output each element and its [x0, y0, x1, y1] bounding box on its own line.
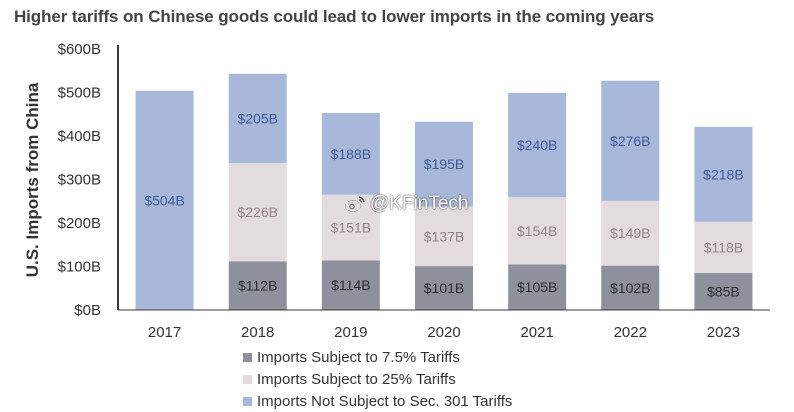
bar-segment	[508, 264, 567, 310]
legend-label-not-subject: Imports Not Subject to Sec. 301 Tariffs	[257, 392, 513, 410]
data-label: $112B	[238, 278, 277, 294]
data-label: $188B	[331, 146, 371, 162]
legend-item-7-5-tariffs: Imports Subject to 7.5% Tariffs	[243, 346, 512, 368]
data-label: $226B	[237, 204, 277, 220]
bar-segment	[508, 197, 567, 265]
chart-title: Higher tariffs on Chinese goods could le…	[14, 7, 655, 26]
bar-segment	[694, 126, 753, 222]
data-label: $101B	[424, 280, 464, 296]
data-label: $85B	[707, 284, 740, 300]
data-label: $240B	[517, 137, 557, 153]
data-label: $105B	[517, 279, 557, 295]
x-axis: 2017 2018 2019 2020 2021 2022 2023	[118, 309, 770, 341]
x-tick-label: 2018	[241, 324, 274, 341]
legend-label-7-5-tariffs: Imports Subject to 7.5% Tariffs	[257, 348, 460, 366]
legend-swatch-not-subject	[243, 396, 252, 406]
data-label: $276B	[610, 133, 650, 149]
y-axis: $0B $100B $200B $300B $400B $500B $600B	[58, 41, 119, 319]
bar-segment	[415, 121, 473, 207]
legend-label-25-tariffs: Imports Subject to 25% Tariffs	[257, 370, 456, 388]
watermark-text: @KFinTech	[370, 193, 469, 214]
x-tick-label: 2021	[520, 324, 553, 341]
data-label: $114B	[331, 277, 370, 293]
y-tick-label: $200B	[58, 215, 101, 232]
bar-segment	[321, 260, 380, 310]
bar-segment	[601, 80, 660, 201]
y-tick-label: $400B	[58, 128, 101, 145]
data-label: $154B	[517, 223, 557, 239]
data-label: $205B	[237, 110, 277, 126]
legend-swatch-25-tariffs	[243, 374, 252, 384]
legend-item-not-subject: Imports Not Subject to Sec. 301 Tariffs	[243, 390, 512, 412]
legend-item-25-tariffs: Imports Subject to 25% Tariffs	[243, 368, 512, 390]
data-label: $102B	[610, 280, 650, 296]
data-label: $195B	[424, 156, 464, 172]
bar-segment	[694, 273, 753, 310]
bar-segment	[321, 112, 380, 195]
y-tick-label: $500B	[58, 85, 101, 102]
data-label: $504B	[144, 192, 184, 208]
watermark: @KFinTech	[344, 193, 469, 215]
x-tick-label: 2019	[334, 324, 367, 341]
data-label: $149B	[610, 225, 650, 241]
bar-segment	[601, 200, 660, 266]
weibo-icon	[344, 196, 365, 213]
bar-segment	[601, 265, 660, 310]
bar-segment	[415, 206, 473, 267]
bar-segment	[694, 221, 753, 274]
bar-segment	[228, 162, 287, 262]
y-tick-label: $100B	[58, 259, 101, 276]
x-tick-label: 2020	[427, 324, 460, 341]
y-tick-label: $0B	[74, 302, 101, 319]
bar-segment	[228, 261, 287, 310]
bar-segment	[321, 194, 380, 261]
data-label: $151B	[331, 220, 371, 236]
y-axis-title: U.S. Imports from China	[23, 82, 42, 277]
data-label: $218B	[703, 166, 743, 182]
bar-segment	[228, 73, 287, 163]
bar-segment	[508, 92, 567, 198]
x-tick-label: 2017	[148, 324, 181, 341]
x-tick-label: 2022	[614, 324, 647, 341]
y-tick-label: $300B	[58, 172, 101, 189]
data-label: $118B	[704, 239, 743, 255]
bars: $504B $112B $226B $205B $114B $151B $188B $101B…	[135, 73, 753, 310]
data-label: $137B	[424, 228, 464, 244]
bar-segment	[415, 266, 473, 310]
bar-segment	[135, 90, 194, 310]
y-tick-label: $600B	[58, 41, 101, 58]
x-tick-label: 2023	[707, 324, 740, 341]
legend: Imports Subject to 7.5% Tariffs Imports …	[243, 346, 512, 412]
legend-swatch-7-5-tariffs	[243, 352, 252, 362]
